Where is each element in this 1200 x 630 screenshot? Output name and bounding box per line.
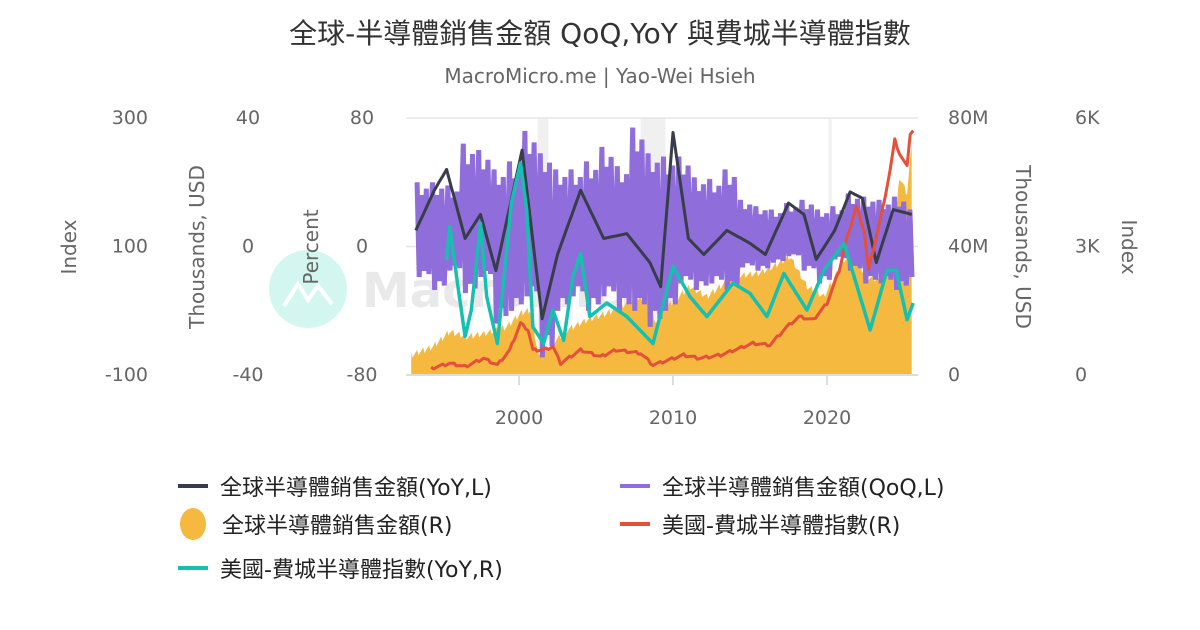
legend-item-yoy[interactable]: 全球半導體銷售金額(YoY,L) bbox=[178, 470, 492, 502]
legend-line-icon bbox=[178, 566, 208, 570]
x-tick-label: 2000 bbox=[495, 407, 543, 429]
y-axis-title-usd_r: Thousands, USD bbox=[1011, 164, 1035, 329]
legend-line-icon bbox=[620, 484, 650, 488]
y-tick-label-idx_l: 100 bbox=[112, 236, 148, 258]
y-tick-label-usd_r: 80M bbox=[948, 107, 989, 129]
y-tick-label-usd_l: -40 bbox=[232, 364, 263, 386]
y-axis-title-pct_l: Percent bbox=[299, 209, 323, 284]
legend-circle-icon bbox=[180, 508, 206, 540]
series-yoy-line bbox=[414, 131, 913, 321]
y-tick-label-usd_l: 0 bbox=[242, 236, 254, 258]
chart-subtitle: MacroMicro.me | Yao-Wei Hsieh bbox=[444, 64, 756, 88]
legend-item-sox[interactable]: 美國-費城半導體指數(R) bbox=[620, 508, 900, 540]
watermark-logo bbox=[269, 250, 347, 328]
legend-item-sox_yoy[interactable]: 美國-費城半導體指數(YoY,R) bbox=[178, 552, 503, 584]
legend-label: 全球半導體銷售金額(QoQ,L) bbox=[662, 476, 945, 501]
legend-label: 美國-費城半導體指數(R) bbox=[662, 514, 901, 539]
series-sales-area bbox=[411, 146, 912, 375]
legend-line-icon bbox=[178, 484, 208, 488]
y-tick-label-pct_l: 0 bbox=[356, 236, 368, 258]
watermark-logo-mark bbox=[282, 280, 334, 308]
y-tick-label-idx_l: -100 bbox=[105, 364, 148, 386]
y-tick-label-idx_l: 300 bbox=[112, 107, 148, 129]
series-sox-line bbox=[430, 129, 915, 371]
y-axis-title-idx_r: Index bbox=[1117, 219, 1141, 274]
y-axis-title-usd_l: Thousands, USD bbox=[185, 165, 209, 330]
legend-label: 全球半導體銷售金額(R) bbox=[222, 514, 453, 539]
y-tick-label-idx_r: 0 bbox=[1075, 364, 1087, 386]
legend-item-sales[interactable]: 全球半導體銷售金額(R) bbox=[178, 508, 452, 540]
y-tick-label-usd_l: 40 bbox=[236, 107, 260, 129]
y-tick-label-pct_l: -80 bbox=[346, 364, 377, 386]
y-tick-label-idx_r: 3K bbox=[1075, 236, 1100, 258]
series-sox_yoy-line bbox=[444, 161, 915, 346]
chart-title: 全球-半導體銷售金額 QoQ,YoY 與費城半導體指數 bbox=[289, 17, 911, 50]
y-axis-title-idx_l: Index bbox=[57, 219, 81, 274]
x-tick-label: 2020 bbox=[803, 407, 851, 429]
y-tick-label-usd_r: 40M bbox=[948, 236, 989, 258]
legend-line-icon bbox=[620, 522, 650, 526]
y-tick-label-usd_r: 0 bbox=[948, 364, 960, 386]
legend-item-qoq[interactable]: 全球半導體銷售金額(QoQ,L) bbox=[620, 470, 945, 502]
y-tick-label-pct_l: 80 bbox=[350, 107, 374, 129]
legend-label: 全球半導體銷售金額(YoY,L) bbox=[220, 476, 492, 501]
x-tick-label: 2010 bbox=[649, 407, 697, 429]
y-tick-label-idx_r: 6K bbox=[1075, 107, 1100, 129]
legend-label: 美國-費城半導體指數(YoY,R) bbox=[220, 558, 503, 583]
